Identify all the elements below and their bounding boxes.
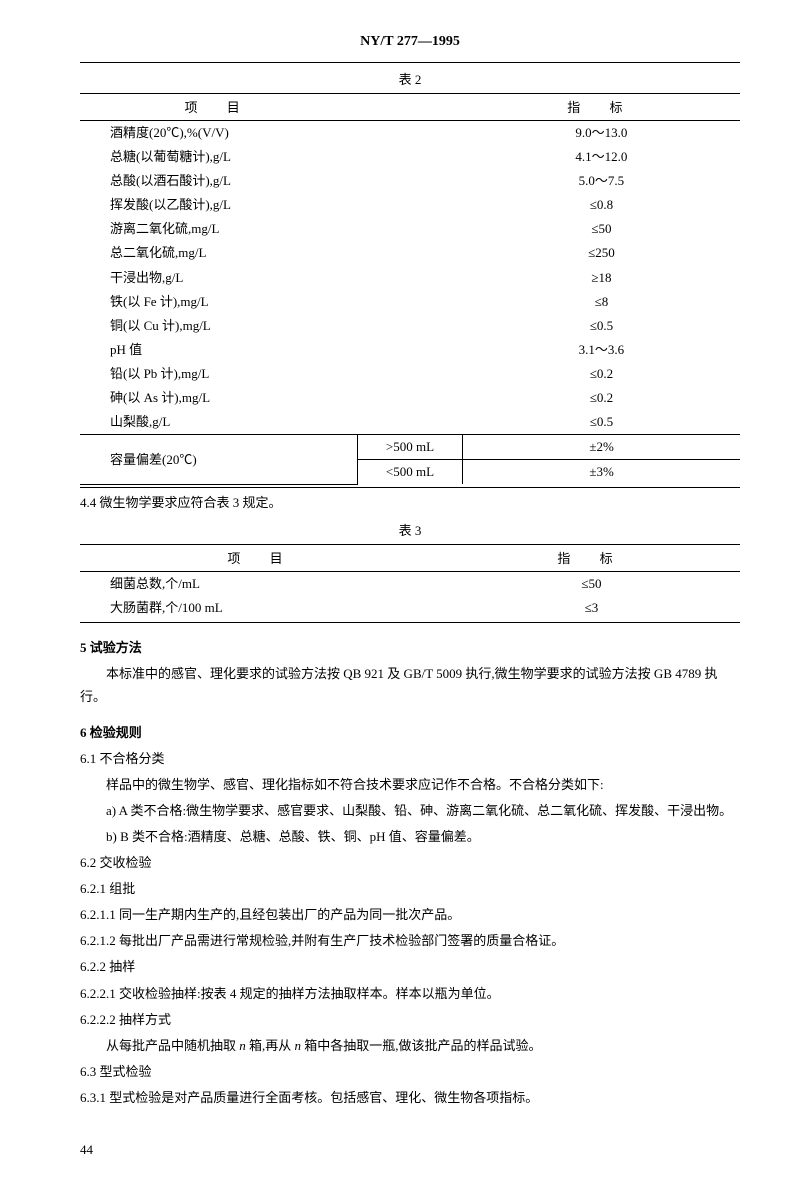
t2-r11-val: ≤0.2 [463,386,740,410]
t3-r0-item: 细菌总数,个/mL [80,572,443,597]
t2-r10-item: 铅(以 Pb 计),mg/L [80,362,357,386]
s6222-b: 箱,再从 [246,1038,295,1053]
sec6-2: 6.2 交收检验 [80,852,740,874]
table3-caption: 表 3 [80,520,740,542]
table3: 项 目 指 标 细菌总数,个/mL≤50 大肠菌群,个/100 mL≤3 [80,547,740,620]
t2-r9-val: 3.1～3.6 [463,338,740,362]
t2-span-label: 容量偏差(20℃) [80,435,357,485]
t2-r1-val: 4.1～12.0 [463,145,740,169]
t2-r8-item: 铜(以 Cu 计),mg/L [80,314,357,338]
sec6-2-1: 6.2.1 组批 [80,878,740,900]
t2-r0-val: 9.0～13.0 [463,120,740,145]
t2-r7-val: ≤8 [463,290,740,314]
t2-r2-val: 5.0～7.5 [463,169,740,193]
table2-col-item: 项 目 [80,96,357,121]
t2-r3-val: ≤0.8 [463,193,740,217]
t2-r4-item: 游离二氧化硫,mg/L [80,217,357,241]
t2-r6-item: 干浸出物,g/L [80,266,357,290]
table2-caption: 表 2 [80,69,740,91]
table2-col-value: 指 标 [463,96,740,121]
t2-span2-val: ±3% [463,460,740,485]
sec6-3-1: 6.3.1 型式检验是对产品质量进行全面考核。包括感官、理化、微生物各项指标。 [80,1087,740,1109]
table2-col-mid [357,96,463,121]
t2-span2-cond: <500 mL [357,460,463,485]
sec5-title: 5 试验方法 [80,637,740,659]
sec6-2-1-2: 6.2.1.2 每批出厂产品需进行常规检验,并附有生产厂技术检验部门签署的质量合… [80,930,740,952]
sec6-1: 6.1 不合格分类 [80,748,740,770]
t2-r1-item: 总糖(以葡萄糖计),g/L [80,145,357,169]
t2-r9-item: pH 值 [80,338,357,362]
sec6-2-2-1: 6.2.2.1 交收检验抽样:按表 4 规定的抽样方法抽取样本。样本以瓶为单位。 [80,983,740,1005]
sec6-2-2-2: 6.2.2.2 抽样方式 [80,1009,740,1031]
sec6-3: 6.3 型式检验 [80,1061,740,1083]
table3-col-item: 项 目 [80,547,443,572]
s6222-a: 从每批产品中随机抽取 [106,1038,239,1053]
sec6-1-a: a) A 类不合格:微生物学要求、感官要求、山梨酸、铅、砷、游离二氧化硫、总二氧… [80,800,740,822]
t2-r3-item: 挥发酸(以乙酸计),g/L [80,193,357,217]
table2-top-rule [80,93,740,94]
sec-4-4: 4.4 微生物学要求应符合表 3 规定。 [80,492,740,514]
table3-bottom-rule [80,622,740,623]
t2-r11-item: 砷(以 As 计),mg/L [80,386,357,410]
table3-top-rule [80,544,740,545]
t3-r1-item: 大肠菌群,个/100 mL [80,596,443,620]
header-rule [80,62,740,63]
table2-bottom-rule [80,487,740,488]
sec5-p1: 本标准中的感官、理化要求的试验方法按 QB 921 及 GB/T 5009 执行… [80,663,740,707]
doc-header: NY/T 277—1995 [80,30,740,54]
t2-r5-val: ≤250 [463,241,740,265]
sec6-1-p1: 样品中的微生物学、感官、理化指标如不符合技术要求应记作不合格。不合格分类如下: [80,774,740,796]
table3-col-value: 指 标 [443,547,740,572]
t2-r8-val: ≤0.5 [463,314,740,338]
t2-span1-cond: >500 mL [357,435,463,460]
sec6-2-2-2-p: 从每批产品中随机抽取 n 箱,再从 n 箱中各抽取一瓶,做该批产品的样品试验。 [80,1035,740,1057]
table2: 项 目 指 标 酒精度(20℃),%(V/V) 9.0～13.0 总糖(以葡萄糖计… [80,96,740,485]
t2-r12-val: ≤0.5 [463,410,740,435]
sec6-2-2: 6.2.2 抽样 [80,956,740,978]
t2-r0-item: 酒精度(20℃),%(V/V) [80,120,357,145]
t2-r12-item: 山梨酸,g/L [80,410,357,435]
t2-r4-val: ≤50 [463,217,740,241]
sec6-2-1-1: 6.2.1.1 同一生产期内生产的,且经包装出厂的产品为同一批次产品。 [80,904,740,926]
t3-r0-val: ≤50 [443,572,740,597]
t2-r6-val: ≥18 [463,266,740,290]
sec6-1-b: b) B 类不合格:酒精度、总糖、总酸、铁、铜、pH 值、容量偏差。 [80,826,740,848]
t2-r2-item: 总酸(以酒石酸计),g/L [80,169,357,193]
page-number: 44 [80,1139,740,1161]
s6222-c: 箱中各抽取一瓶,做该批产品的样品试验。 [301,1038,542,1053]
t2-r10-val: ≤0.2 [463,362,740,386]
t2-span1-val: ±2% [463,435,740,460]
t3-r1-val: ≤3 [443,596,740,620]
t2-r7-item: 铁(以 Fe 计),mg/L [80,290,357,314]
sec6-title: 6 检验规则 [80,722,740,744]
t2-r5-item: 总二氧化硫,mg/L [80,241,357,265]
